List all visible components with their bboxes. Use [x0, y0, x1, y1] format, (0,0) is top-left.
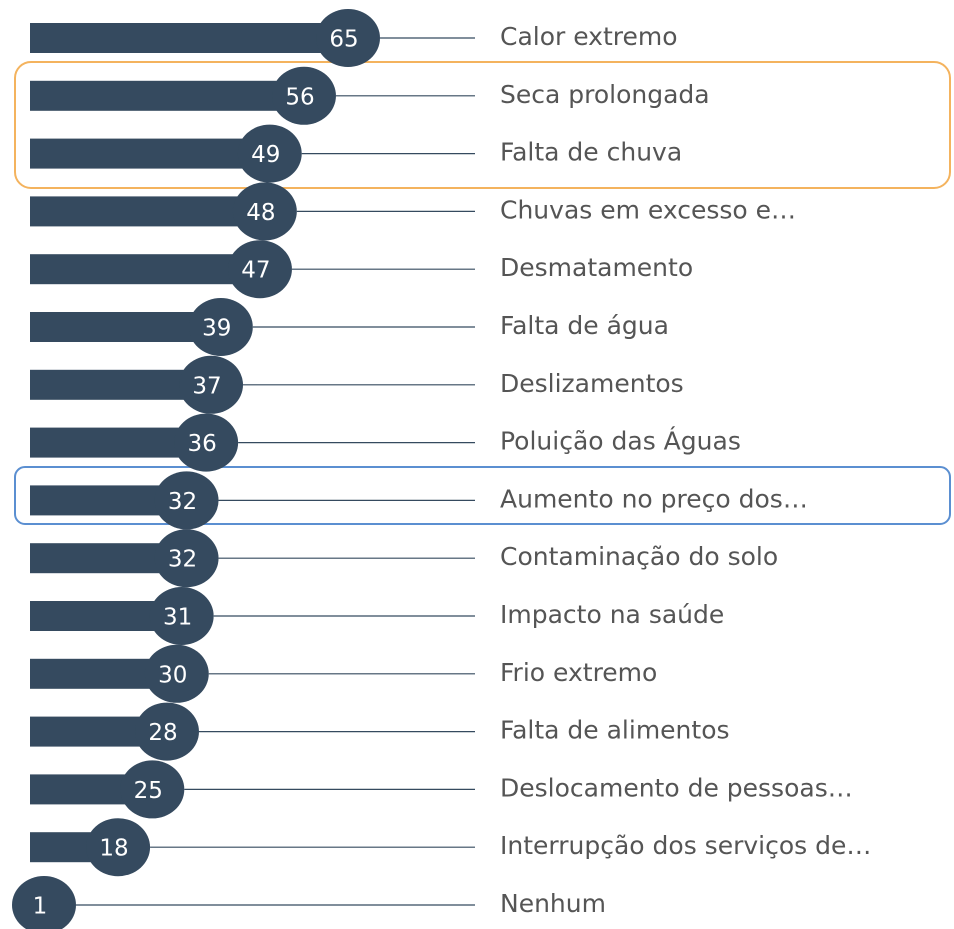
category-label: Falta de chuva [500, 138, 682, 167]
value-label: 18 [99, 836, 128, 862]
category-label: Falta de água [500, 311, 669, 340]
category-label: Impacto na saúde [500, 600, 724, 629]
category-label: Frio extremo [500, 658, 657, 687]
value-badge [316, 9, 380, 67]
value-label: 39 [202, 316, 231, 342]
category-label: Interrupção dos serviços de… [500, 831, 871, 860]
value-badge [120, 760, 185, 819]
bar [30, 138, 270, 169]
value-badge [227, 240, 292, 299]
bar [30, 196, 265, 227]
category-label: Deslocamento de pessoas… [500, 773, 853, 802]
value-badge [237, 124, 302, 183]
value-badge [154, 471, 219, 530]
value-badge [271, 66, 336, 125]
value-label: 37 [192, 373, 221, 399]
category-label: Deslizamentos [500, 369, 684, 398]
category-label: Nenhum [500, 889, 606, 918]
value-label: 65 [329, 27, 358, 53]
category-label: Calor extremo [500, 22, 678, 51]
value-badge [12, 876, 76, 929]
bar [30, 80, 304, 111]
value-badge [149, 587, 214, 645]
value-label: 47 [241, 258, 270, 284]
bar [30, 254, 260, 285]
category-label: Falta de alimentos [500, 716, 730, 745]
value-label: 49 [251, 142, 280, 168]
category-label: Aumento no preço dos… [500, 484, 808, 513]
value-label: 28 [148, 720, 177, 746]
value-badge [154, 529, 219, 588]
highlight-box [14, 61, 951, 189]
value-badge [144, 644, 209, 703]
value-label: 1 [33, 894, 48, 920]
category-label: Desmatamento [500, 253, 693, 282]
highlight-box [14, 466, 951, 525]
value-label: 56 [285, 84, 314, 110]
value-badge [188, 298, 253, 356]
value-badge [232, 182, 297, 241]
value-label: 36 [187, 431, 216, 457]
value-label: 32 [168, 489, 197, 515]
value-label: 48 [246, 200, 275, 226]
bar [30, 23, 348, 53]
category-label: Chuvas em excesso e… [500, 195, 796, 224]
value-label: 32 [168, 547, 197, 573]
value-badge [179, 355, 244, 414]
value-badge [86, 818, 151, 877]
value-label: 30 [158, 662, 187, 688]
value-badge [174, 413, 239, 472]
value-label: 25 [134, 778, 163, 804]
category-label: Contaminação do solo [500, 542, 778, 571]
value-badge [134, 702, 199, 761]
category-label: Seca prolongada [500, 80, 710, 109]
value-label: 31 [163, 605, 192, 631]
category-label: Poluição das Águas [500, 427, 741, 456]
